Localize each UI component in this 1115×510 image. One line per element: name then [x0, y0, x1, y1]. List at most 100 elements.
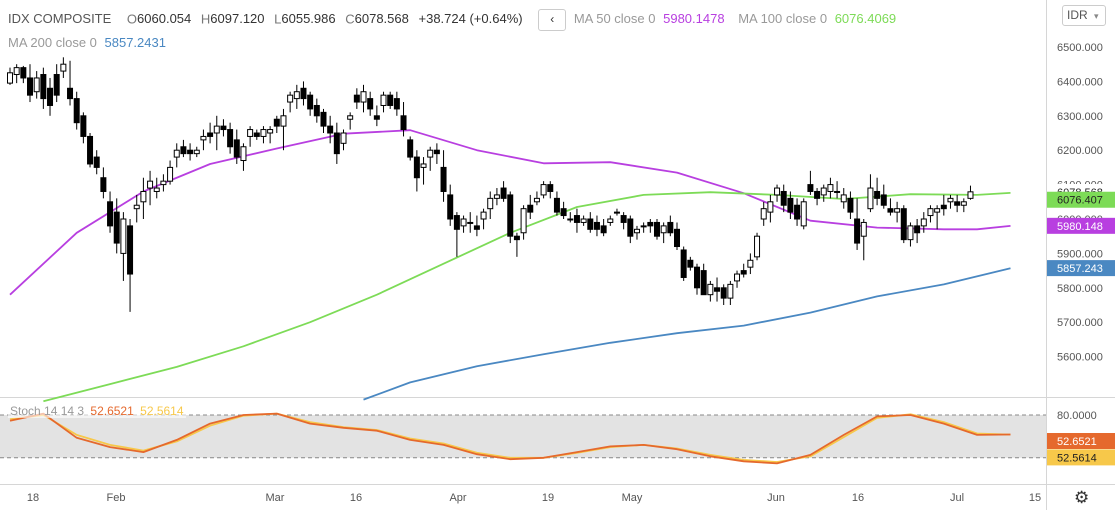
candle: [500, 181, 507, 202]
candle-body: [287, 94, 294, 103]
candle: [527, 194, 534, 219]
candle-body: [593, 221, 600, 230]
candle-body: [794, 204, 801, 220]
candle-body: [53, 74, 60, 96]
candle: [147, 170, 154, 206]
candle: [547, 181, 554, 199]
candle-body: [840, 194, 847, 203]
candle-body: [413, 156, 420, 179]
candle: [607, 215, 614, 226]
candle: [287, 91, 294, 113]
change-value: +38.724 (+0.64%): [418, 11, 523, 27]
candle-body: [720, 287, 727, 299]
candle-body: [173, 149, 180, 158]
candle: [367, 91, 374, 116]
candle: [587, 212, 594, 233]
candle: [253, 129, 260, 140]
candle: [247, 126, 254, 147]
candle: [600, 219, 607, 237]
candle: [740, 263, 747, 278]
candle-body: [240, 146, 247, 162]
ma50-label[interactable]: MA 50 close 0: [573, 11, 656, 27]
candle: [273, 115, 280, 133]
candle: [333, 122, 340, 164]
x-tick-label: Jun: [767, 492, 785, 504]
candle-body: [480, 211, 487, 220]
open-key: O: [126, 11, 138, 27]
candle: [320, 108, 327, 133]
candle: [567, 212, 574, 223]
candle-body: [213, 125, 220, 134]
stoch-label[interactable]: Stoch 14 14 3: [10, 404, 85, 418]
candle: [453, 212, 460, 257]
ma100-label[interactable]: MA 100 close 0: [738, 11, 828, 27]
candle: [480, 208, 487, 230]
y-tick-label: 5700.000: [1057, 317, 1103, 329]
candle-body: [960, 201, 967, 206]
candle-body: [33, 77, 40, 93]
ma200-label[interactable]: MA 200 close 0: [8, 35, 97, 50]
candle: [653, 219, 660, 240]
candle-body: [387, 94, 394, 106]
candle-body: [547, 184, 554, 192]
candle: [734, 270, 741, 288]
candle-body: [13, 67, 20, 76]
candle-body: [807, 184, 814, 192]
candle: [340, 129, 347, 151]
candle-body: [653, 221, 660, 237]
ma50-value: 5980.1478: [663, 11, 725, 27]
candle: [347, 112, 354, 130]
stoch-d-value: 52.5614: [140, 404, 184, 418]
candle: [660, 222, 667, 244]
candle: [794, 198, 801, 226]
candle: [774, 184, 781, 202]
currency-select[interactable]: IDR ▾: [1062, 5, 1106, 26]
chevron-left-icon[interactable]: ‹: [538, 9, 567, 31]
gear-icon[interactable]: ⚙: [1074, 488, 1090, 507]
x-tick-label: Jul: [950, 492, 964, 504]
candle-body: [327, 125, 334, 134]
candle-body: [153, 187, 160, 192]
candle: [447, 184, 454, 226]
symbol-name[interactable]: IDX COMPOSITE: [8, 11, 112, 27]
candle: [60, 57, 67, 78]
candle: [787, 191, 794, 219]
y-tick-label: 5600.000: [1057, 352, 1103, 364]
currency-label: IDR: [1067, 8, 1088, 22]
candle: [647, 219, 654, 233]
candle: [40, 67, 47, 109]
candle-body: [207, 132, 214, 137]
stoch-band: [0, 415, 1046, 458]
candle: [267, 126, 274, 144]
candle-body: [934, 208, 941, 213]
candle-body: [167, 166, 174, 182]
candle: [107, 191, 114, 233]
candle-body: [420, 163, 427, 168]
candle: [533, 191, 540, 206]
candle: [827, 177, 834, 199]
x-tick-label: Mar: [266, 492, 285, 504]
candle-body: [273, 118, 280, 127]
candle-body: [814, 190, 821, 199]
candle: [727, 280, 734, 305]
candle-body: [914, 225, 921, 234]
candle-body: [580, 218, 587, 223]
candle-body: [760, 208, 767, 220]
y-tick-label: 6500.000: [1057, 42, 1103, 54]
candle-body: [900, 208, 907, 241]
candle-body: [160, 180, 167, 186]
candle: [927, 205, 934, 223]
candle: [507, 191, 514, 244]
candle: [580, 215, 587, 226]
candle: [513, 232, 520, 257]
ma200-tag-text: 5857.243: [1057, 263, 1103, 275]
candle-body: [407, 139, 414, 158]
candle: [380, 91, 387, 113]
candle: [920, 212, 927, 233]
candle-body: [300, 87, 307, 100]
candle-body: [674, 228, 680, 248]
candle-body: [67, 87, 74, 100]
candle: [440, 150, 447, 202]
candle: [840, 188, 847, 209]
